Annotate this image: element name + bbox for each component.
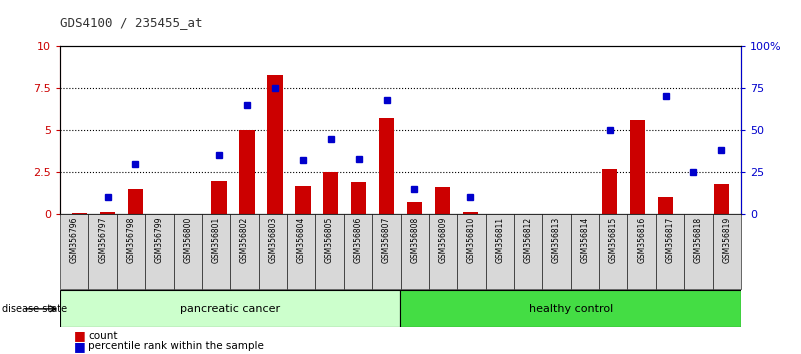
Bar (239, 130, 255, 214)
Text: GSM356809: GSM356809 (439, 216, 448, 263)
Bar (202, 214, 231, 289)
Bar (100, 212, 115, 214)
Bar (656, 214, 684, 289)
Text: GSM356816: GSM356816 (637, 216, 646, 263)
Text: GDS4100 / 235455_at: GDS4100 / 235455_at (60, 16, 203, 29)
Bar (684, 214, 713, 289)
Bar (231, 214, 259, 289)
Bar (344, 214, 372, 289)
Bar (174, 214, 202, 289)
Bar (630, 120, 646, 214)
Text: GSM356796: GSM356796 (70, 216, 78, 263)
Bar (627, 214, 656, 289)
Text: disease state: disease state (2, 304, 66, 314)
Bar (72, 213, 87, 214)
Bar (407, 202, 422, 214)
Bar (117, 214, 145, 289)
Bar (463, 212, 478, 214)
Text: GSM356817: GSM356817 (666, 216, 674, 263)
Text: healthy control: healthy control (529, 304, 613, 314)
Text: GSM356810: GSM356810 (467, 216, 476, 263)
Text: GSM356813: GSM356813 (552, 216, 561, 263)
Text: GSM356802: GSM356802 (240, 216, 249, 263)
Text: GSM356805: GSM356805 (325, 216, 334, 263)
Bar (400, 214, 429, 289)
Text: GSM356799: GSM356799 (155, 216, 164, 263)
Bar (429, 214, 457, 289)
Bar (287, 214, 316, 289)
Text: GSM356807: GSM356807 (382, 216, 391, 263)
Text: GSM356808: GSM356808 (410, 216, 419, 263)
Text: ■: ■ (74, 340, 86, 353)
Bar (145, 214, 174, 289)
Text: GSM356800: GSM356800 (183, 216, 192, 263)
Text: GSM356818: GSM356818 (694, 216, 702, 263)
Bar (88, 214, 117, 289)
Bar (351, 182, 366, 214)
Text: GSM356797: GSM356797 (99, 216, 107, 263)
Text: percentile rank within the sample: percentile rank within the sample (88, 341, 264, 351)
Text: GSM356814: GSM356814 (581, 216, 590, 263)
Bar (658, 198, 674, 214)
Text: GSM356801: GSM356801 (211, 216, 220, 263)
Bar (435, 187, 450, 214)
Text: GSM356812: GSM356812 (524, 216, 533, 263)
Bar (211, 181, 227, 214)
Bar (485, 214, 514, 289)
Text: GSM356803: GSM356803 (268, 216, 277, 263)
Text: count: count (88, 331, 118, 341)
Bar (316, 214, 344, 289)
Bar (714, 184, 729, 214)
Text: GSM356798: GSM356798 (127, 216, 135, 263)
Bar (60, 290, 400, 327)
Bar (259, 214, 287, 289)
Bar (400, 290, 741, 327)
Bar (372, 214, 400, 289)
Text: GSM356811: GSM356811 (495, 216, 505, 263)
Text: GSM356819: GSM356819 (723, 216, 731, 263)
Text: GSM356815: GSM356815 (609, 216, 618, 263)
Bar (713, 214, 741, 289)
Bar (127, 189, 143, 214)
Bar (295, 185, 311, 214)
Bar (602, 169, 618, 214)
Bar (514, 214, 542, 289)
Text: GSM356804: GSM356804 (296, 216, 306, 263)
Bar (323, 172, 338, 214)
Bar (542, 214, 571, 289)
Bar (457, 214, 485, 289)
Bar (599, 214, 627, 289)
Bar (379, 118, 394, 214)
Text: pancreatic cancer: pancreatic cancer (180, 304, 280, 314)
Bar (571, 214, 599, 289)
Text: ■: ■ (74, 329, 86, 342)
Bar (60, 214, 88, 289)
Bar (268, 75, 283, 214)
Text: GSM356806: GSM356806 (353, 216, 362, 263)
